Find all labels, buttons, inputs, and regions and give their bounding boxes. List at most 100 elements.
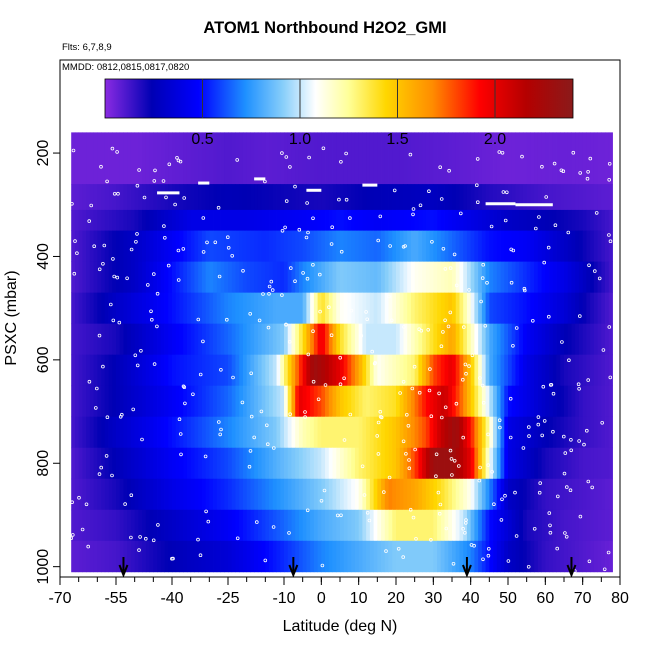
sample-point [449, 457, 454, 461]
heatmap-cell [601, 416, 606, 449]
heatmap-cell [567, 184, 572, 211]
heatmap-cell [332, 323, 337, 356]
heatmap-cell [582, 230, 587, 263]
heatmap-cell [209, 416, 214, 449]
heatmap-cell [351, 509, 356, 542]
heatmap-cell [265, 184, 270, 211]
heatmap-cell [325, 385, 330, 418]
heatmap-cell [239, 132, 244, 185]
heatmap-cell [407, 509, 412, 542]
heatmap-cell [250, 184, 255, 211]
heatmap-cell [101, 292, 106, 325]
heatmap-cell [429, 184, 434, 211]
heatmap-cell [272, 230, 277, 263]
heatmap-cell [104, 540, 109, 573]
heatmap-cell [384, 416, 389, 449]
heatmap-cell [526, 447, 531, 480]
heatmap-cell [336, 354, 341, 387]
heatmap-cell [474, 323, 479, 356]
heatmap-cell [590, 209, 595, 232]
heatmap-cell [373, 323, 378, 356]
heatmap-cell [269, 385, 274, 418]
heatmap-cell [313, 540, 318, 573]
heatmap-cell [463, 447, 468, 480]
heatmap-cell [369, 354, 374, 387]
heatmap-cell [422, 209, 427, 232]
heatmap-cell [284, 261, 289, 294]
heatmap-cell [586, 261, 591, 294]
heatmap-cell [384, 540, 389, 573]
sample-point [305, 201, 309, 205]
heatmap-cell [545, 509, 550, 542]
heatmap-cell [478, 209, 483, 232]
sample-point [218, 432, 223, 437]
heatmap-cell [213, 385, 218, 418]
sample-point [305, 276, 310, 281]
sample-point [486, 463, 491, 467]
heatmap-cell [82, 132, 87, 185]
heatmap-cell [377, 478, 382, 511]
heatmap-cell [586, 478, 591, 511]
heatmap-cell [534, 447, 539, 480]
sample-point [311, 379, 316, 384]
heatmap-cell [545, 385, 550, 418]
heatmap-cell [343, 416, 348, 449]
heatmap-cell [433, 478, 438, 511]
heatmap-cell [474, 354, 479, 387]
heatmap-cell [459, 478, 464, 511]
heatmap-cell [93, 385, 98, 418]
heatmap-cell [71, 230, 76, 263]
heatmap-cell [511, 292, 516, 325]
heatmap-cell [578, 323, 584, 356]
sample-point [284, 199, 289, 203]
heatmap-cell [302, 261, 307, 294]
heatmap-cell [231, 209, 236, 232]
heatmap-cell [500, 509, 505, 542]
heatmap-cell [396, 209, 401, 232]
x-tick-label: 70 [574, 590, 592, 607]
heatmap-cell [246, 209, 251, 232]
heatmap-cell [160, 416, 165, 449]
heatmap-cell [593, 385, 598, 418]
heatmap-cell [123, 447, 128, 480]
heatmap-cell [302, 184, 307, 211]
heatmap-cell [101, 385, 106, 418]
heatmap-cell [78, 509, 83, 542]
heatmap-cell [425, 509, 430, 542]
heatmap-cell [556, 385, 561, 418]
heatmap-cell [242, 509, 248, 542]
heatmap-cell [186, 323, 192, 356]
heatmap-cell [104, 261, 109, 294]
heatmap-cell [362, 540, 367, 573]
sample-point [407, 466, 412, 471]
heatmap-cell [515, 385, 520, 418]
heatmap-cell [71, 416, 76, 449]
heatmap-cell [86, 323, 91, 356]
heatmap-cell [172, 261, 177, 294]
heatmap-cell [276, 354, 281, 387]
heatmap-cell [336, 132, 341, 185]
heatmap-cell [284, 447, 289, 480]
heatmap-cell [403, 416, 408, 449]
heatmap-cell [287, 540, 292, 573]
heatmap-cell [239, 478, 244, 511]
heatmap-cell [567, 385, 572, 418]
heatmap-cell [82, 230, 87, 263]
heatmap-cell [157, 478, 162, 511]
heatmap-cell [175, 230, 180, 263]
heatmap-cell [145, 416, 150, 449]
heatmap-cell [474, 447, 479, 480]
sample-point [89, 203, 93, 208]
heatmap-cell [444, 132, 449, 185]
heatmap-cell [164, 509, 169, 542]
sample-point [376, 420, 381, 425]
heatmap-cell [593, 209, 598, 232]
sample-point [230, 254, 235, 258]
heatmap-cell [466, 385, 472, 418]
heatmap-cell [556, 261, 561, 294]
heatmap-cell [231, 261, 236, 294]
sample-point [475, 157, 480, 161]
sample-point [134, 240, 138, 244]
heatmap-cell [325, 132, 330, 185]
heatmap-cell [224, 292, 229, 325]
